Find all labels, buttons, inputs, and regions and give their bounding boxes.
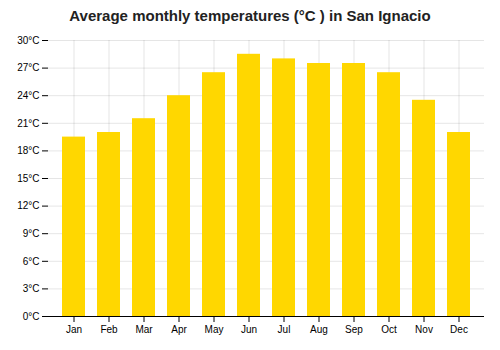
svg-text:30°C: 30°C bbox=[17, 35, 39, 46]
svg-text:6°C: 6°C bbox=[23, 256, 40, 267]
svg-text:Jan: Jan bbox=[66, 324, 82, 335]
svg-text:12°C: 12°C bbox=[17, 200, 39, 211]
svg-text:May: May bbox=[205, 324, 224, 335]
svg-text:24°C: 24°C bbox=[17, 90, 39, 101]
svg-text:15°C: 15°C bbox=[17, 173, 39, 184]
svg-text:Aug: Aug bbox=[310, 324, 328, 335]
svg-text:Oct: Oct bbox=[381, 324, 397, 335]
svg-text:Mar: Mar bbox=[135, 324, 153, 335]
svg-text:Sep: Sep bbox=[345, 324, 363, 335]
html-text:Average monthly temperatures (: Average monthly temperatures (°C ) in Sa… bbox=[69, 7, 431, 24]
svg-text:9°C: 9°C bbox=[23, 228, 40, 239]
svg-text:27°C: 27°C bbox=[17, 62, 39, 73]
svg-text:21°C: 21°C bbox=[17, 118, 39, 129]
svg-text:Dec: Dec bbox=[450, 324, 468, 335]
svg-text:0°C: 0°C bbox=[23, 311, 40, 322]
svg-text:3°C: 3°C bbox=[23, 283, 40, 294]
svg-text:Nov: Nov bbox=[415, 324, 433, 335]
svg-text:18°C: 18°C bbox=[17, 145, 39, 156]
svg-text:Apr: Apr bbox=[171, 324, 187, 335]
svg-text:Jul: Jul bbox=[278, 324, 291, 335]
svg-text:Feb: Feb bbox=[100, 324, 118, 335]
svg-text:Jun: Jun bbox=[241, 324, 257, 335]
